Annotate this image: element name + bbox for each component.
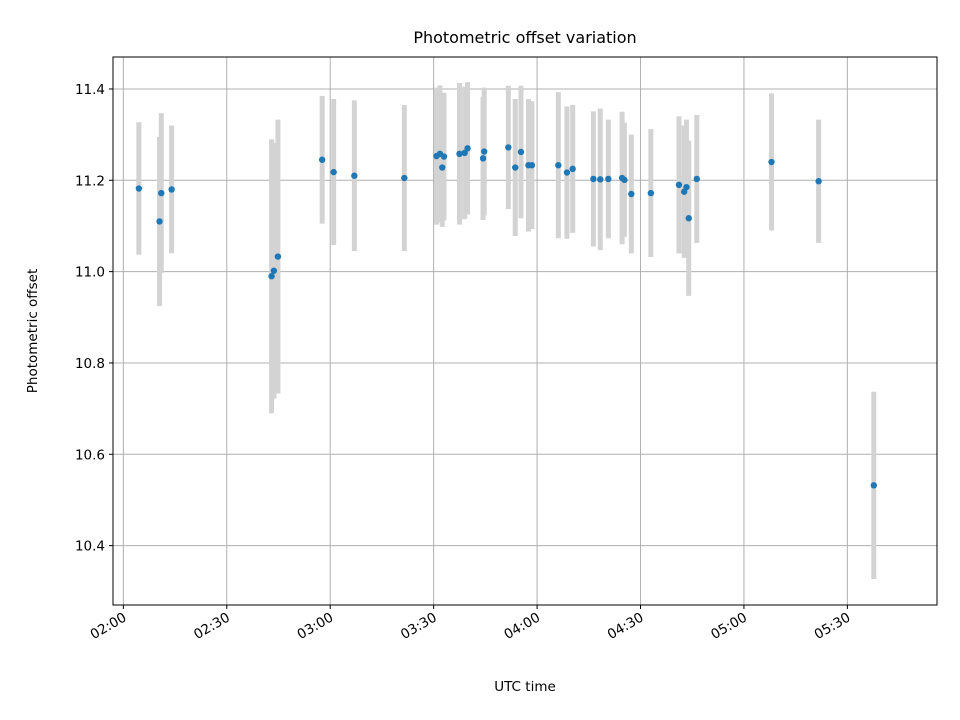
y-tick-label: 11.2 [75, 173, 105, 189]
data-point [517, 148, 525, 156]
data-point [505, 144, 512, 151]
data-point [318, 156, 326, 163]
data-point [815, 178, 822, 185]
data-point [461, 149, 468, 157]
data-point [158, 189, 165, 197]
data-point [605, 175, 612, 183]
y-tick-label: 10.6 [75, 447, 105, 463]
data-point [439, 164, 446, 171]
data-point [768, 158, 775, 166]
data-point [479, 155, 487, 162]
data-point [401, 174, 408, 182]
data-point [628, 190, 635, 198]
grid-layer [113, 57, 937, 605]
data-point [481, 148, 488, 155]
y-tick-label: 11.0 [75, 265, 105, 281]
data-point [135, 185, 143, 192]
plot-frame [112, 56, 938, 606]
data-point [351, 172, 358, 179]
data-point [512, 164, 519, 171]
data-point [675, 181, 683, 189]
data-point [464, 145, 471, 152]
data-point [168, 186, 175, 193]
data-point [528, 162, 536, 169]
x-axis-label: UTC time [494, 679, 556, 695]
data-point [274, 253, 282, 260]
chart-title: Photometric offset variation [413, 28, 636, 47]
data-point [268, 273, 275, 280]
data-point [330, 168, 337, 176]
data-point [440, 153, 448, 160]
data-point [597, 176, 604, 183]
data-point [156, 218, 163, 225]
y-tick-label: 11.4 [75, 82, 105, 98]
y-tick-label: 10.8 [75, 356, 105, 372]
data-point [555, 162, 562, 169]
data-point [647, 189, 655, 197]
y-axis-label: Photometric offset [25, 269, 41, 393]
data-point [569, 165, 576, 173]
data-point [683, 183, 690, 191]
data-point [590, 175, 597, 183]
data-points [135, 144, 877, 489]
data-point [563, 169, 571, 176]
data-point [870, 482, 877, 489]
data-point [270, 267, 278, 274]
data-point [621, 176, 628, 184]
data-point [693, 175, 701, 183]
data-point [456, 150, 463, 158]
y-tick-label: 10.4 [75, 539, 105, 555]
data-point [685, 215, 692, 222]
